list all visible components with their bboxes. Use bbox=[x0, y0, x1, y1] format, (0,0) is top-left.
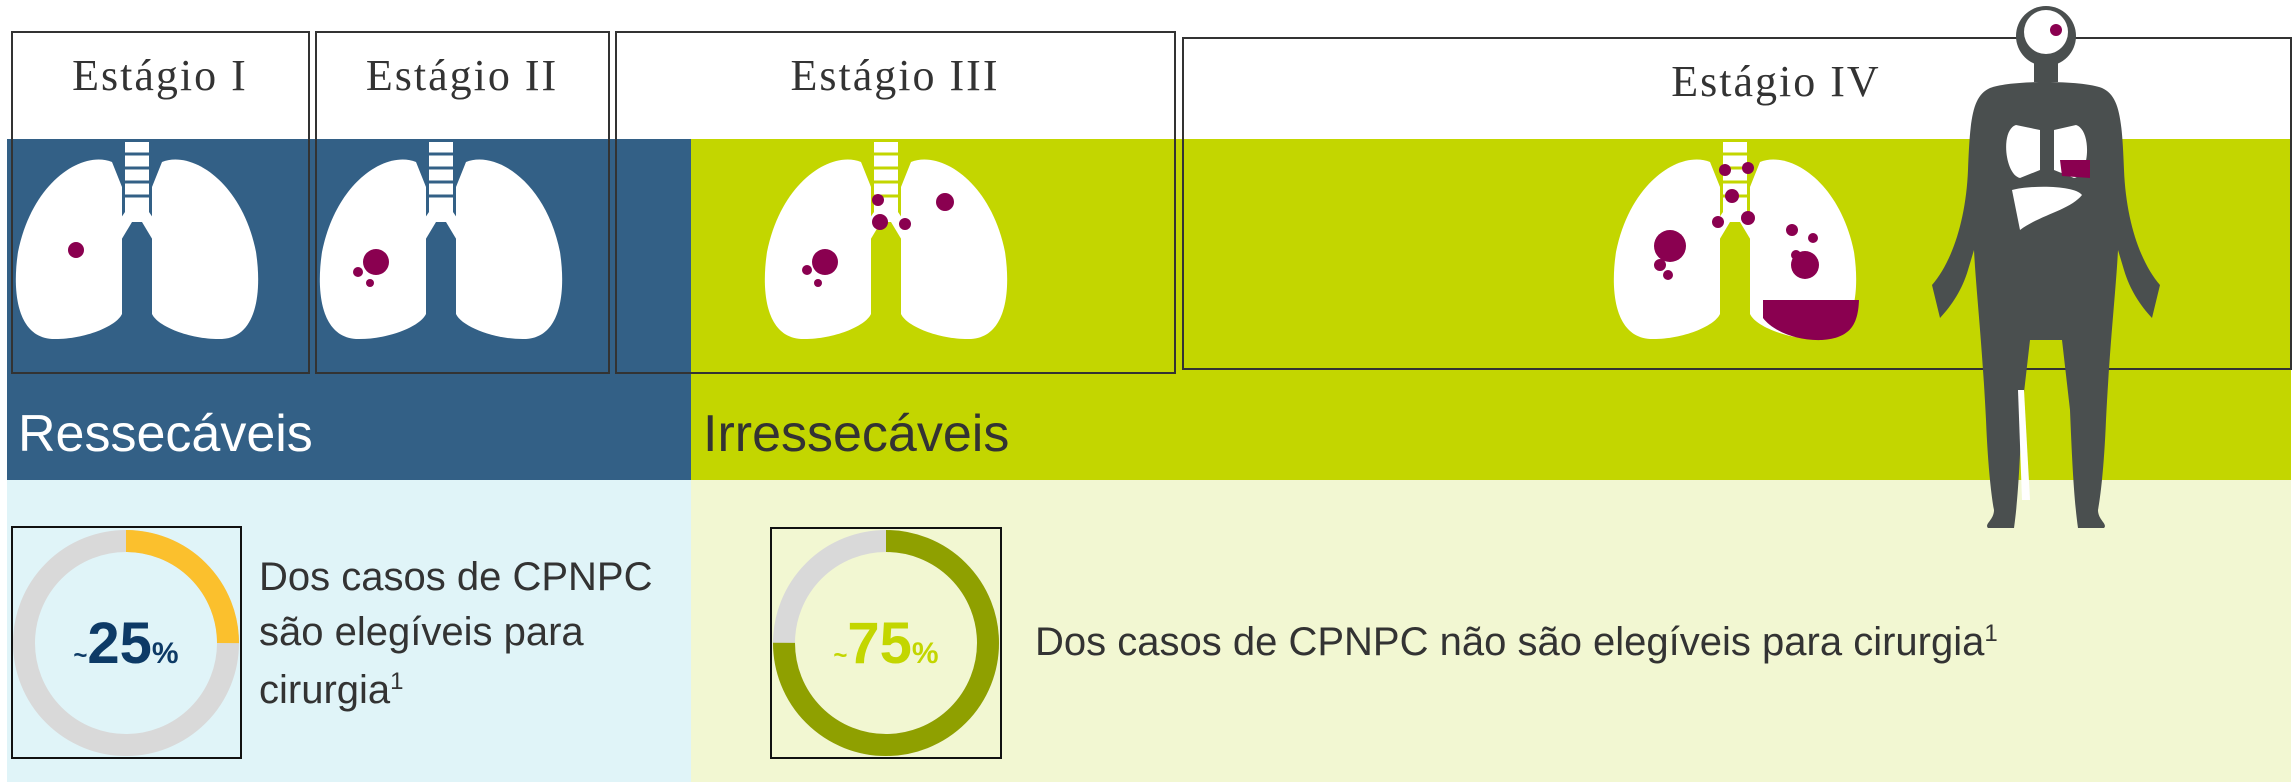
stage-header bbox=[617, 33, 1174, 139]
description-line: cirurgia bbox=[259, 668, 391, 712]
lungs-stage-3 bbox=[763, 140, 1009, 341]
description: Dos casos de CPNPC bbox=[259, 555, 652, 599]
description-line: Dos casos de CPNPC não são elegíveis par… bbox=[1035, 620, 1985, 664]
band-label: Irressecáveis bbox=[703, 405, 1009, 463]
description-line: são elegíveis para bbox=[259, 610, 584, 654]
percent-unit: % bbox=[912, 637, 939, 670]
stage-header bbox=[317, 33, 608, 139]
lungs-stage-1 bbox=[14, 140, 260, 341]
donut-frame bbox=[11, 526, 242, 759]
footnote: 1 bbox=[1984, 620, 1997, 647]
human-figure bbox=[1932, 6, 2160, 528]
stage-label: Estágio III bbox=[791, 51, 1000, 100]
footnote: 1 bbox=[390, 668, 403, 695]
approx: ~ bbox=[73, 642, 87, 669]
donut-frame bbox=[770, 527, 1002, 759]
description-line: Dos casos de CPNPC bbox=[259, 555, 652, 599]
percent: ~75% bbox=[833, 611, 938, 676]
stage-label: Estágio II bbox=[366, 51, 558, 100]
donut-arc bbox=[773, 530, 999, 756]
stage-label: Estágio IV bbox=[1671, 57, 1880, 106]
percent: ~25% bbox=[73, 611, 178, 676]
donut-arc bbox=[13, 530, 239, 756]
lungs-stage-4 bbox=[1612, 140, 1859, 341]
percent-value: 75 bbox=[847, 611, 912, 676]
approx: ~ bbox=[833, 642, 847, 669]
unresectable-panel bbox=[691, 480, 2291, 782]
stage-label: Estágio I bbox=[72, 51, 248, 100]
lungs-stage-2 bbox=[318, 140, 564, 341]
percent-value: 25 bbox=[87, 611, 152, 676]
description: Dos casos de CPNPC não são elegíveis par… bbox=[1035, 620, 1998, 664]
description: são elegíveis para bbox=[259, 610, 584, 654]
stage-header bbox=[13, 33, 308, 139]
description: cirurgia1 bbox=[259, 668, 404, 712]
band-label: Ressecáveis bbox=[18, 405, 313, 463]
percent-unit: % bbox=[152, 637, 179, 670]
stage-boxes bbox=[11, 31, 2292, 374]
